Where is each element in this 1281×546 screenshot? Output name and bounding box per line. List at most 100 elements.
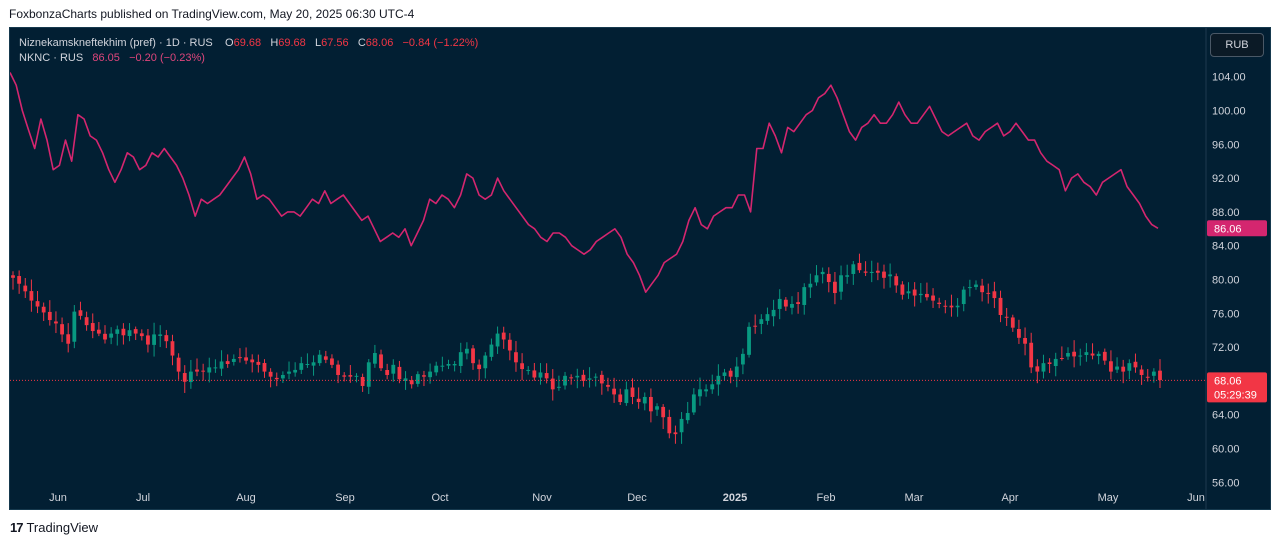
candle-body[interactable] [544, 373, 549, 379]
candle-body[interactable] [771, 309, 776, 317]
candle-body[interactable] [1023, 338, 1027, 344]
candle-body[interactable] [133, 329, 138, 334]
candle-body[interactable] [385, 369, 390, 375]
candle-body[interactable] [477, 364, 482, 370]
candle-body[interactable] [11, 275, 15, 278]
candle-body[interactable] [593, 376, 598, 378]
candle-body[interactable] [188, 371, 193, 383]
candle-body[interactable] [164, 335, 169, 342]
candle-body[interactable] [483, 355, 488, 369]
candle-body[interactable] [581, 374, 586, 381]
candle-body[interactable] [299, 363, 304, 370]
candle-body[interactable] [599, 374, 604, 384]
candle-body[interactable] [354, 375, 359, 377]
candle-body[interactable] [845, 275, 850, 277]
candle-body[interactable] [741, 353, 745, 365]
candle-body[interactable] [1145, 376, 1150, 378]
candle-body[interactable] [195, 369, 199, 372]
candle-body[interactable] [998, 297, 1003, 315]
candle-body[interactable] [967, 287, 972, 289]
candle-body[interactable] [839, 275, 843, 292]
candle-body[interactable] [783, 299, 788, 307]
candle-body[interactable] [1053, 358, 1058, 367]
candle-body[interactable] [495, 333, 500, 347]
candle-body[interactable] [489, 344, 494, 357]
candle-body[interactable] [60, 324, 64, 335]
candle-body[interactable] [796, 302, 801, 305]
candle-body[interactable] [471, 348, 475, 364]
candle-body[interactable] [78, 310, 83, 316]
candle-body[interactable] [225, 361, 230, 364]
candle-body[interactable] [452, 364, 457, 366]
candle-body[interactable] [287, 371, 291, 374]
candle-body[interactable] [1072, 351, 1077, 357]
candle-body[interactable] [925, 293, 929, 298]
candle-body[interactable] [231, 358, 236, 362]
candle-body[interactable] [507, 339, 512, 351]
candle-body[interactable] [244, 357, 248, 361]
candle-body[interactable] [1017, 329, 1021, 338]
candle-body[interactable] [649, 396, 653, 412]
candle-body[interactable] [35, 301, 40, 307]
candle-body[interactable] [612, 388, 617, 395]
candle-body[interactable] [182, 373, 187, 382]
compare-symbol-label[interactable]: NKNC · RUS [19, 52, 84, 64]
candle-body[interactable] [280, 374, 285, 379]
candle-body[interactable] [710, 384, 715, 390]
candle-body[interactable] [857, 262, 862, 271]
candle-body[interactable] [152, 334, 156, 345]
main-symbol-label[interactable]: Niznekamskneftekhim (pref) · 1D · RUS [19, 37, 213, 49]
candle-body[interactable] [170, 341, 175, 356]
candle-body[interactable] [630, 387, 635, 397]
candle-body[interactable] [1084, 352, 1089, 355]
candle-body[interactable] [403, 378, 408, 381]
candle-body[interactable] [397, 366, 402, 380]
candle-body[interactable] [753, 325, 758, 327]
candle-body[interactable] [1109, 361, 1113, 372]
candle-body[interactable] [47, 311, 52, 321]
candle-body[interactable] [372, 353, 377, 364]
candle-body[interactable] [728, 370, 733, 377]
candle-body[interactable] [777, 298, 782, 309]
candle-body[interactable] [90, 323, 95, 332]
candle-body[interactable] [1158, 370, 1162, 381]
candle-body[interactable] [256, 361, 261, 365]
candle-body[interactable] [765, 314, 770, 321]
candle-body[interactable] [949, 305, 954, 308]
candle-body[interactable] [458, 352, 463, 366]
candle-body[interactable] [655, 406, 659, 410]
candle-body[interactable] [888, 274, 893, 277]
candle-body[interactable] [980, 285, 985, 293]
candle-body[interactable] [29, 291, 34, 301]
candle-body[interactable] [41, 306, 46, 313]
candle-body[interactable] [72, 311, 77, 342]
candle-body[interactable] [1004, 316, 1009, 318]
candle-body[interactable] [955, 305, 960, 308]
candle-body[interactable] [336, 364, 340, 375]
candle-body[interactable] [575, 375, 580, 378]
candle-body[interactable] [305, 364, 310, 365]
candle-body[interactable] [274, 377, 279, 380]
candle-body[interactable] [900, 284, 905, 295]
candle-body[interactable] [906, 291, 911, 294]
candle-body[interactable] [679, 418, 684, 433]
candle-body[interactable] [992, 291, 997, 299]
candle-body[interactable] [667, 416, 672, 434]
candle-body[interactable] [201, 370, 206, 372]
candle-body[interactable] [869, 271, 874, 273]
candle-body[interactable] [961, 289, 966, 305]
candle-body[interactable] [1090, 353, 1095, 356]
candle-body[interactable] [937, 302, 942, 305]
candle-body[interactable] [1121, 366, 1126, 372]
candle-body[interactable] [1078, 355, 1083, 357]
candle-body[interactable] [526, 369, 531, 371]
candle-body[interactable] [882, 271, 886, 278]
candle-body[interactable] [146, 335, 150, 345]
candle-body[interactable] [734, 366, 739, 378]
candle-body[interactable] [974, 284, 978, 288]
candle-body[interactable] [520, 363, 524, 370]
candle-body[interactable] [1066, 353, 1070, 357]
candle-body[interactable] [238, 357, 242, 359]
candle-body[interactable] [23, 285, 28, 292]
candle-body[interactable] [833, 281, 837, 294]
